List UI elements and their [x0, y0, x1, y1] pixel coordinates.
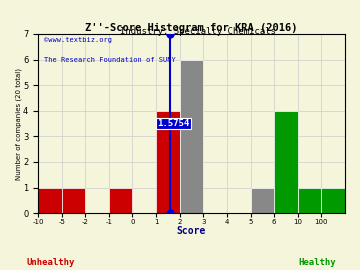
Text: ©www.textbiz.org: ©www.textbiz.org [44, 38, 112, 43]
Bar [274, 111, 298, 213]
Bar [298, 188, 321, 213]
Bar [38, 188, 62, 213]
Text: Healthy: Healthy [298, 258, 336, 267]
Bar [62, 188, 85, 213]
X-axis label: Score: Score [177, 226, 206, 236]
Bar [321, 188, 345, 213]
Text: Unhealthy: Unhealthy [26, 258, 75, 267]
Text: Industry: Specialty Chemicals: Industry: Specialty Chemicals [120, 27, 276, 36]
Bar [251, 188, 274, 213]
Bar [109, 188, 132, 213]
Bar [180, 59, 203, 213]
Bar [156, 111, 180, 213]
Title: Z''-Score Histogram for KRA (2016): Z''-Score Histogram for KRA (2016) [85, 23, 298, 33]
Text: The Research Foundation of SUNY: The Research Foundation of SUNY [44, 57, 176, 63]
Y-axis label: Number of companies (20 total): Number of companies (20 total) [15, 68, 22, 180]
Text: 1.5754: 1.5754 [157, 119, 190, 128]
